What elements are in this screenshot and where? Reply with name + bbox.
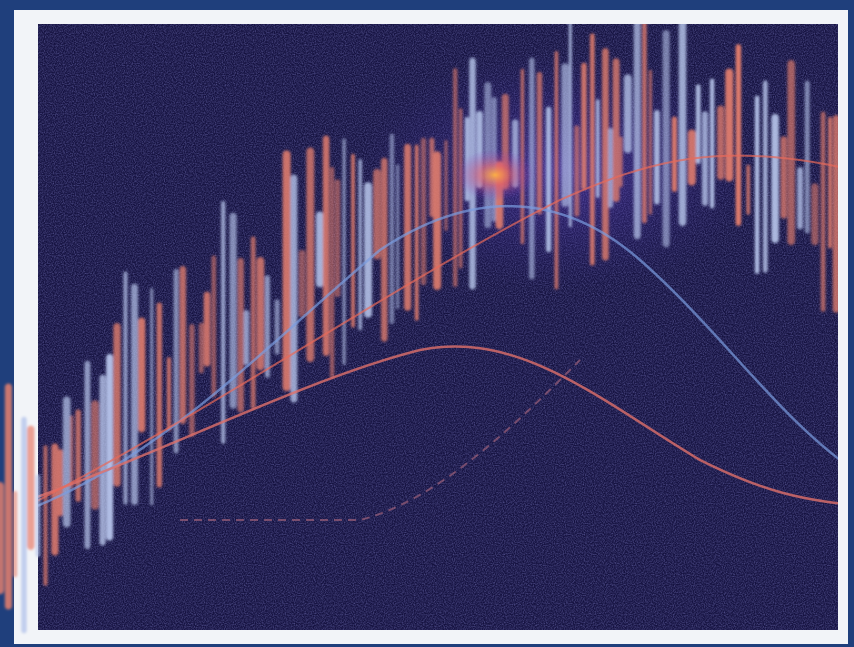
panel-content	[38, 24, 838, 630]
dashed-curve	[180, 359, 581, 521]
red-trend	[38, 154, 838, 502]
red-curve	[38, 345, 838, 505]
edge-spikes	[0, 383, 41, 634]
orange-glow	[455, 149, 535, 201]
